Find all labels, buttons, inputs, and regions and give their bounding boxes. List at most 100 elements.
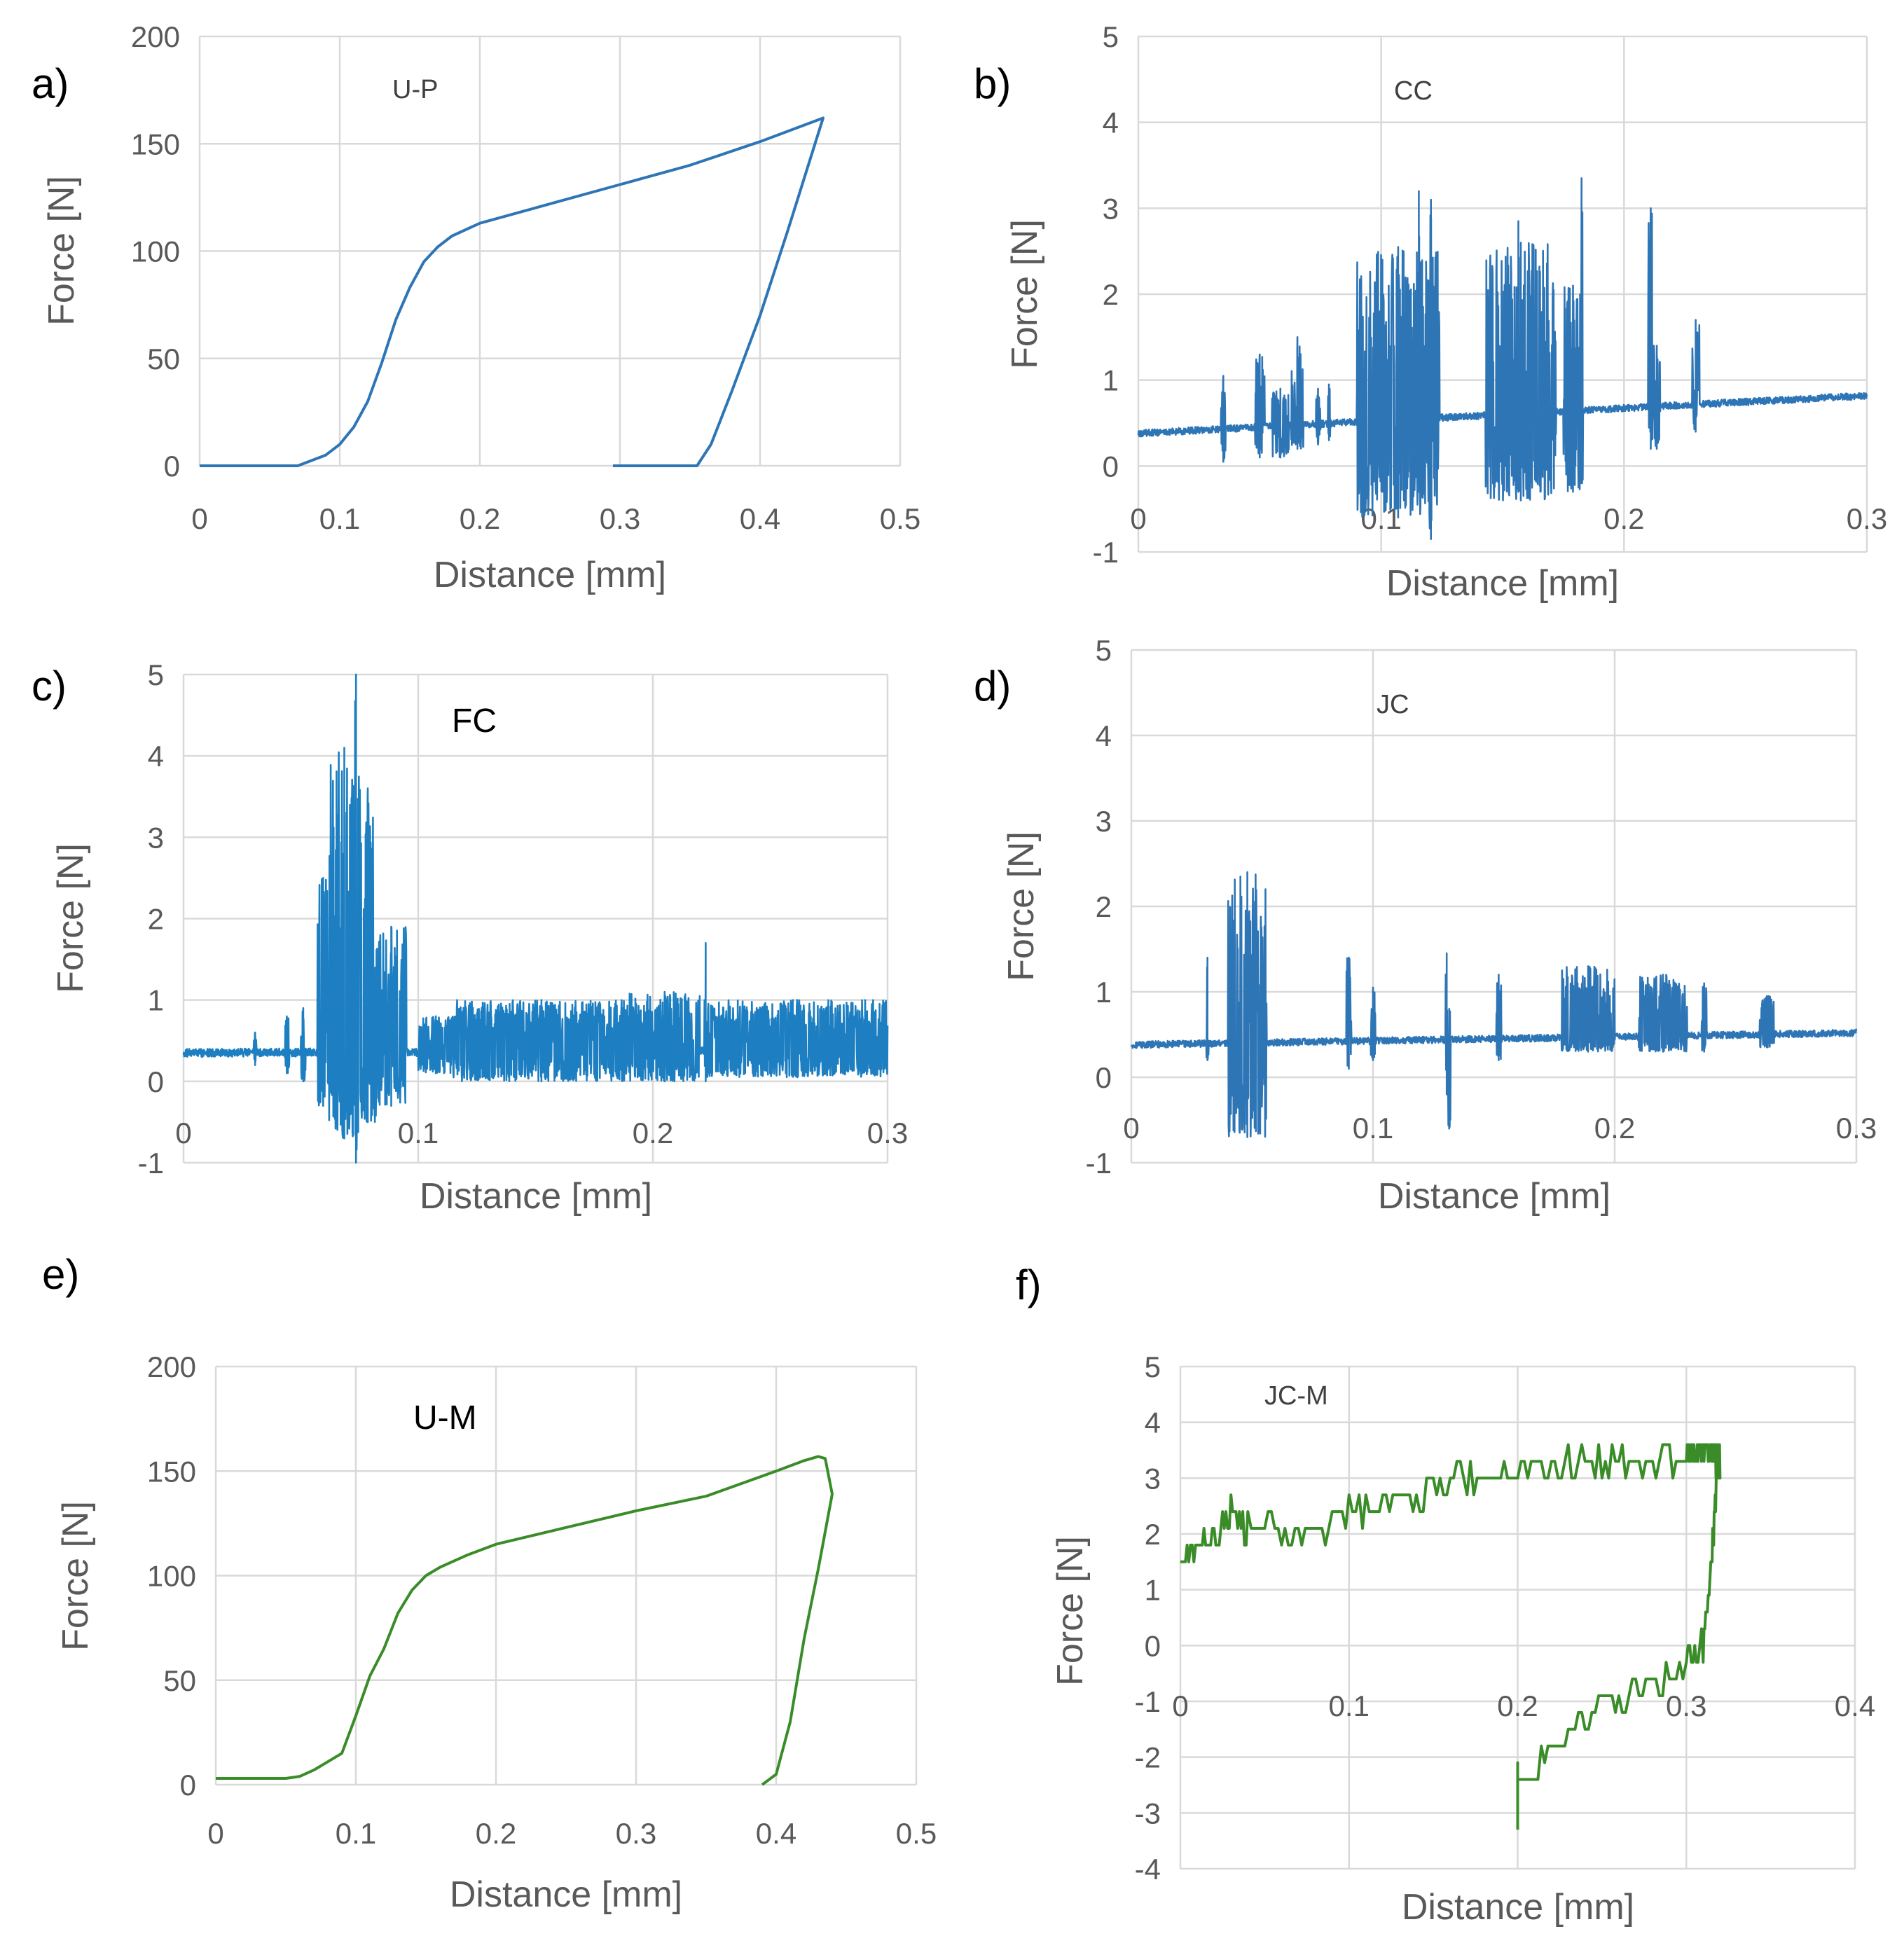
- x-tick-label: 0.2: [476, 1817, 516, 1850]
- data-signal-line: [1130, 871, 1858, 1138]
- y-tick-label: 4: [148, 740, 164, 773]
- panel-label: a): [32, 60, 69, 107]
- x-tick-label: 0.5: [896, 1817, 937, 1850]
- x-axis-label: Distance [mm]: [1378, 1176, 1610, 1217]
- panel-label: e): [42, 1251, 79, 1298]
- chart-panel-3: 0 0.1 0.2 0.3 -1 0 1 2 3 4 5 Distance [mm] Force [N]…: [32, 658, 908, 1217]
- y-tick-label: 5: [148, 658, 164, 691]
- panel-label: f): [1016, 1261, 1042, 1308]
- data-series-line: [216, 1455, 834, 1786]
- y-tick-label: 200: [131, 20, 180, 53]
- x-tick-label: 0.3: [600, 502, 640, 535]
- y-tick-label: -1: [1086, 1147, 1112, 1180]
- y-tick-label: 1: [1096, 976, 1112, 1009]
- chart-panel-5: 0 0.1 0.2 0.3 0.4 0.5 0 50 100 150 200 Distance [mm…: [42, 1251, 937, 1915]
- x-tick-label: 0: [175, 1116, 191, 1149]
- x-axis-label: Distance [mm]: [450, 1874, 682, 1915]
- panel-label: d): [974, 663, 1011, 710]
- y-tick-label: -1: [138, 1147, 164, 1180]
- y-tick-label: 0: [1145, 1629, 1161, 1662]
- x-tick-label: 0.3: [1666, 1689, 1706, 1722]
- y-tick-label: 3: [1103, 192, 1119, 225]
- chart-title: U-P: [392, 75, 438, 104]
- y-tick-label: 0: [180, 1769, 196, 1802]
- y-tick-label: 200: [147, 1350, 196, 1383]
- y-tick-label: 3: [148, 821, 164, 854]
- y-tick-label: 2: [1096, 890, 1112, 923]
- x-axis-label: Distance [mm]: [1386, 563, 1619, 604]
- y-tick-label: 4: [1145, 1406, 1161, 1439]
- x-tick-label: 0.1: [319, 502, 360, 535]
- x-tick-label: 0.3: [616, 1817, 656, 1850]
- x-tick-label: 0: [191, 502, 207, 535]
- y-tick-label: 1: [1103, 364, 1119, 397]
- y-tick-label: 150: [147, 1455, 196, 1488]
- x-tick-label: 0.4: [756, 1817, 796, 1850]
- x-tick-label: 0.2: [1497, 1689, 1538, 1722]
- x-axis-label: Distance [mm]: [1402, 1887, 1634, 1928]
- x-tick-label: 0: [1123, 1112, 1139, 1145]
- y-tick-label: 0: [1103, 450, 1119, 483]
- panel-label: c): [32, 663, 67, 710]
- y-tick-label: 1: [1145, 1574, 1161, 1607]
- y-tick-label: -1: [1135, 1685, 1161, 1718]
- y-tick-label: 2: [1103, 278, 1119, 311]
- x-tick-label: 0.5: [880, 502, 920, 535]
- y-tick-label: 2: [1145, 1518, 1161, 1551]
- x-tick-label: 0.4: [740, 502, 780, 535]
- y-axis-label: Force [N]: [55, 1501, 96, 1651]
- chart-title: JC: [1377, 690, 1409, 719]
- y-tick-label: 3: [1096, 805, 1112, 838]
- panel-label: b): [974, 60, 1011, 107]
- y-tick-label: 100: [147, 1560, 196, 1593]
- x-tick-label: 0.1: [336, 1817, 376, 1850]
- y-tick-label: 5: [1103, 20, 1119, 53]
- x-tick-label: 0.1: [398, 1116, 439, 1149]
- y-tick-label: 100: [131, 235, 180, 268]
- x-axis-label: Distance [mm]: [420, 1176, 652, 1217]
- y-tick-label: 5: [1096, 634, 1112, 667]
- x-tick-label: 0.3: [1847, 502, 1887, 535]
- data-series-line: [200, 116, 825, 467]
- x-tick-label: 0.2: [1594, 1112, 1635, 1145]
- y-tick-label: 0: [1096, 1061, 1112, 1094]
- y-tick-label: -2: [1135, 1741, 1161, 1774]
- y-tick-label: 50: [147, 343, 180, 375]
- y-axis-label: Force [N]: [1005, 219, 1045, 369]
- chart-title: CC: [1394, 76, 1433, 106]
- chart-panel-6: 0 0.1 0.2 0.3 0.4 -4 -3 -2 -1 0 1 2 3 4 5 Distance [mm]…: [1016, 1261, 1875, 1928]
- y-axis-label: Force [N]: [1050, 1536, 1091, 1686]
- x-tick-label: 0.3: [1836, 1112, 1877, 1145]
- x-tick-label: 0.1: [1353, 1112, 1393, 1145]
- x-tick-label: 0: [1172, 1689, 1188, 1722]
- y-tick-label: 50: [163, 1664, 196, 1697]
- y-tick-label: 5: [1145, 1350, 1161, 1383]
- y-tick-label: 0: [164, 450, 180, 483]
- y-tick-label: -4: [1135, 1853, 1161, 1886]
- y-tick-label: -1: [1093, 536, 1119, 569]
- y-tick-label: 0: [148, 1065, 164, 1098]
- chart-title: FC: [452, 703, 497, 740]
- x-tick-label: 0.4: [1835, 1689, 1875, 1722]
- y-tick-label: 150: [131, 127, 180, 160]
- x-tick-label: 0: [207, 1817, 223, 1850]
- y-tick-label: 4: [1096, 719, 1112, 752]
- y-tick-label: 1: [148, 984, 164, 1017]
- chart-title: U-M: [413, 1399, 477, 1437]
- chart-panel-4: 0 0.1 0.2 0.3 -1 0 1 2 3 4 5 Distance [mm] Force [N]…: [974, 634, 1877, 1217]
- x-tick-label: 0.2: [1603, 502, 1644, 535]
- y-tick-label: -3: [1135, 1797, 1161, 1830]
- x-tick-label: 0.2: [633, 1116, 673, 1149]
- x-tick-label: 0: [1130, 502, 1146, 535]
- x-tick-label: 0.2: [460, 502, 500, 535]
- y-axis-label: Force [N]: [50, 843, 91, 993]
- chart-title: JC-M: [1264, 1381, 1328, 1411]
- data-series-line: [1180, 1443, 1722, 1830]
- x-tick-label: 0.1: [1329, 1689, 1370, 1722]
- y-tick-label: 4: [1103, 106, 1119, 139]
- y-axis-label: Force [N]: [1001, 831, 1042, 981]
- data-signal-line: [1137, 177, 1868, 540]
- x-tick-label: 0.3: [867, 1116, 908, 1149]
